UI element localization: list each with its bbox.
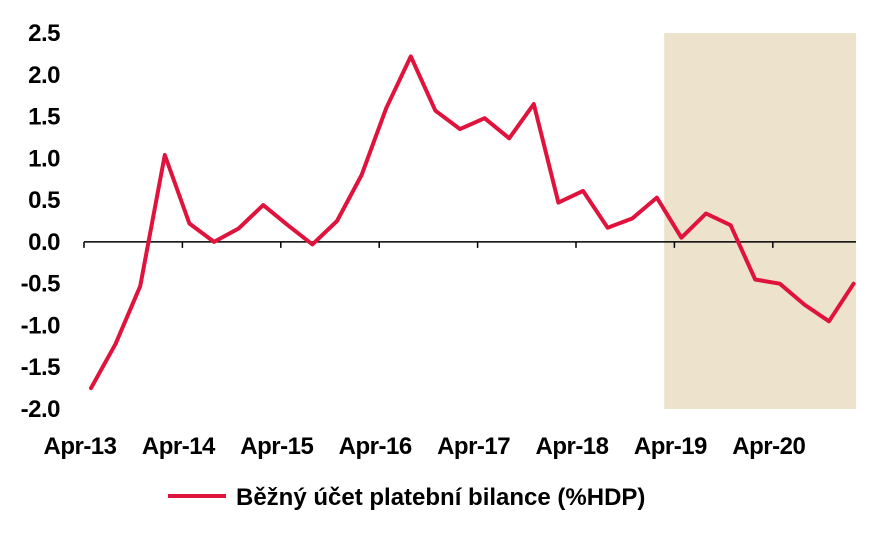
series-line: [89, 54, 856, 391]
x-tick-label: Apr-20: [732, 433, 805, 460]
y-tick-label: -0.5: [21, 271, 61, 298]
y-tick-label: 1.0: [28, 145, 60, 172]
y-tick-label: 0.5: [28, 187, 60, 214]
x-tick-label: Apr-16: [339, 433, 412, 460]
series-lines: [89, 54, 856, 391]
x-tick-label: Apr-13: [43, 433, 116, 460]
y-tick-label: 2.5: [28, 20, 60, 47]
y-axis-tick-labels: 2.5 2.0 1.5 1.0 0.5 0.0 -0.5 -1.0 -1.5 -2.0: [21, 20, 61, 423]
y-tick-label: -1.0: [21, 312, 61, 339]
x-tick-label: Apr-17: [437, 433, 510, 460]
forecast-shaded-region: [664, 33, 856, 409]
legend: Běžný účet platební bilance (%HDP): [168, 484, 645, 511]
legend-label: Běžný účet platební bilance (%HDP): [236, 484, 645, 511]
x-tick-label: Apr-19: [634, 433, 707, 460]
y-tick-label: -1.5: [21, 354, 61, 381]
y-tick-label: 2.0: [28, 62, 60, 89]
x-tick-label: Apr-18: [535, 433, 608, 460]
y-tick-label: 0.0: [28, 229, 60, 256]
y-tick-label: 1.5: [28, 104, 60, 131]
shaded-region-rect: [664, 33, 856, 409]
y-tick-label: -2.0: [21, 396, 61, 423]
x-axis-tick-labels: Apr-13 Apr-14 Apr-15 Apr-16 Apr-17 Apr-18 Apr-…: [43, 433, 805, 460]
x-tick-label: Apr-14: [142, 433, 216, 460]
x-tick-label: Apr-15: [240, 433, 313, 460]
